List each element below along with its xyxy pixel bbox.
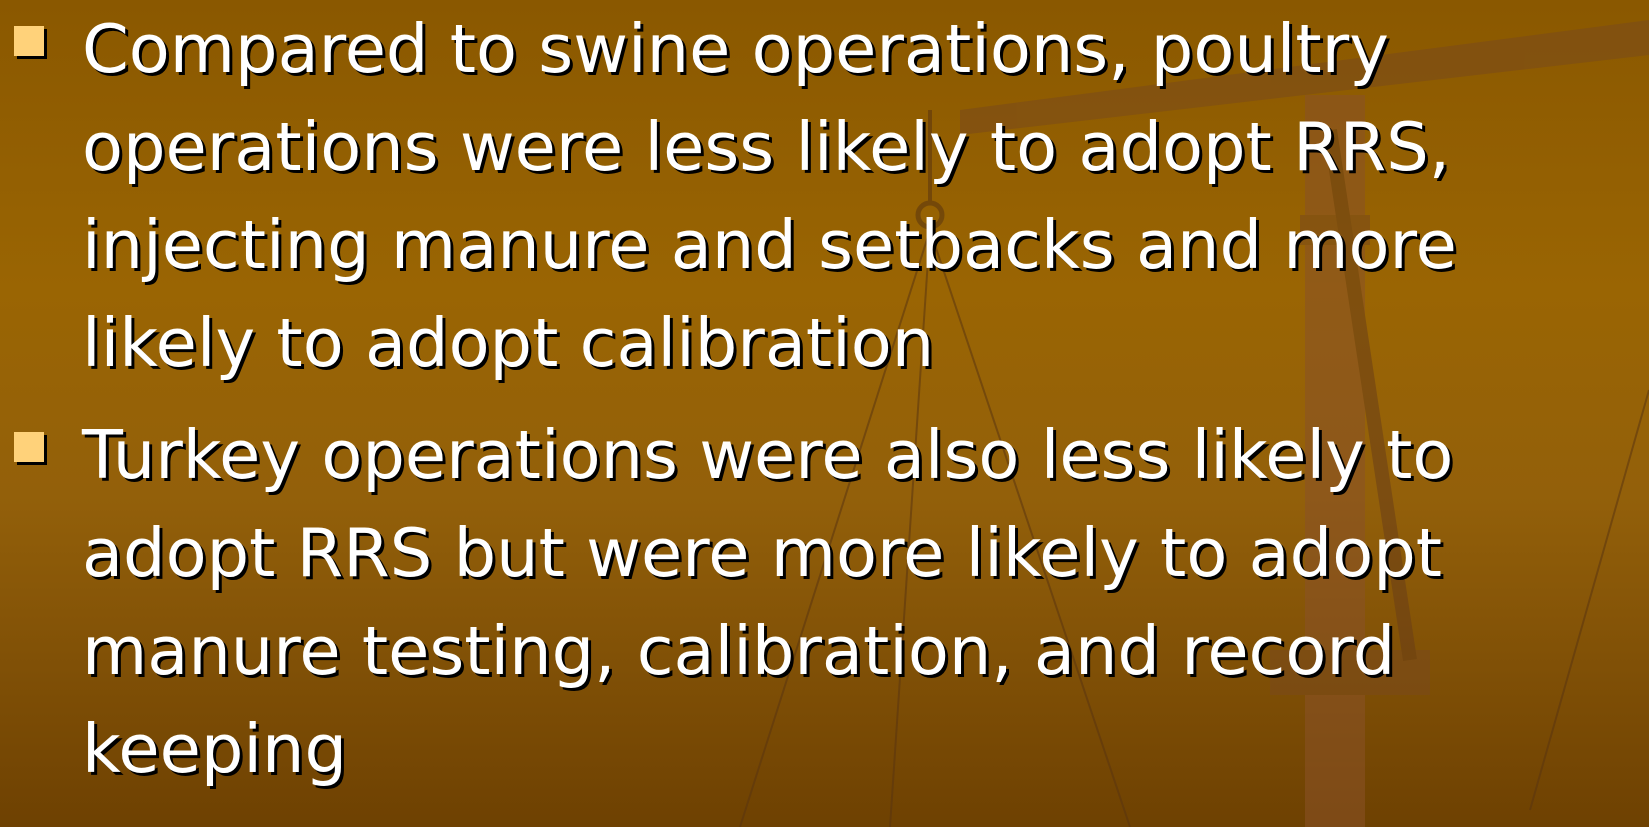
bullet-text: Compared to swine operations, poultry bbox=[82, 0, 1649, 98]
bullet-text: Turkey operations were also less likely … bbox=[82, 406, 1649, 504]
bullet-list: Compared to swine operations, poultryope… bbox=[0, 0, 1649, 812]
bullet-text: keeping bbox=[82, 700, 1649, 798]
bullet-text: injecting manure and setbacks and more bbox=[82, 196, 1649, 294]
bullet-text: operations were less likely to adopt RRS… bbox=[82, 98, 1649, 196]
bullet-marker bbox=[14, 432, 44, 462]
bullet-item: Turkey operations were also less likely … bbox=[0, 406, 1649, 798]
bullet-text: adopt RRS but were more likely to adopt bbox=[82, 504, 1649, 602]
bullet-text: likely to adopt calibration bbox=[82, 294, 1649, 392]
bullet-text: manure testing, calibration, and record bbox=[82, 602, 1649, 700]
bullet-marker bbox=[14, 26, 44, 56]
slide: Compared to swine operations, poultryope… bbox=[0, 0, 1649, 827]
